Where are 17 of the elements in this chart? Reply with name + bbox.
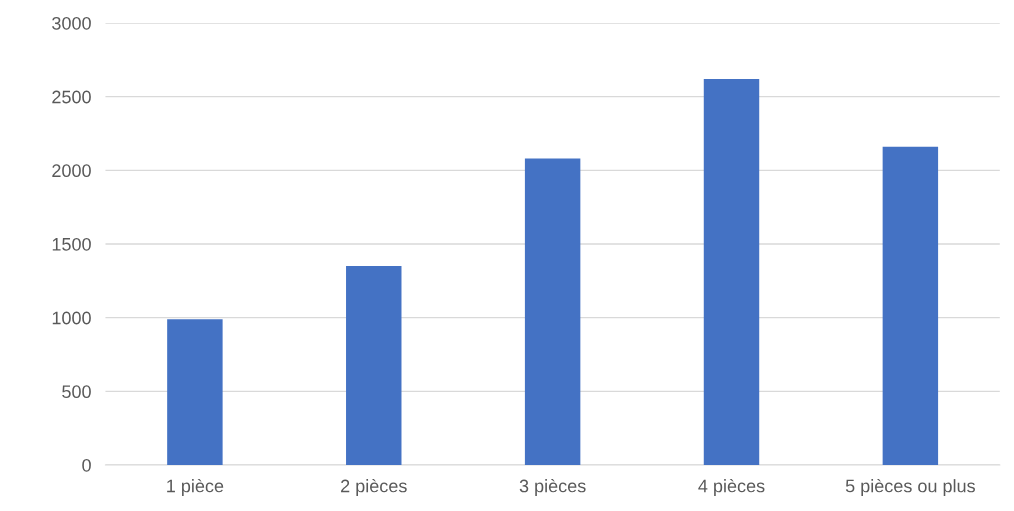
y-tick-label: 2500 xyxy=(52,90,91,104)
bar xyxy=(524,158,581,466)
x-tick-label: 4 pièces xyxy=(698,478,765,496)
y-tick-label: 500 xyxy=(62,385,91,399)
bar xyxy=(346,266,402,466)
y-tick-label: 1000 xyxy=(52,311,91,325)
x-tick-label: 2 pièces xyxy=(341,478,407,496)
y-tick-label: 3000 xyxy=(52,16,91,30)
bar xyxy=(167,319,223,466)
x-tick-label: 3 pièces xyxy=(519,478,586,496)
x-tick-label: 1 pièce xyxy=(167,478,224,496)
y-tick-label: 1500 xyxy=(52,237,91,251)
bar xyxy=(882,146,939,466)
bar xyxy=(703,78,760,466)
y-tick-label: 0 xyxy=(82,458,91,472)
y-tick-label: 2000 xyxy=(52,164,91,178)
x-tick-label: 5 pièces ou plus xyxy=(845,478,975,496)
